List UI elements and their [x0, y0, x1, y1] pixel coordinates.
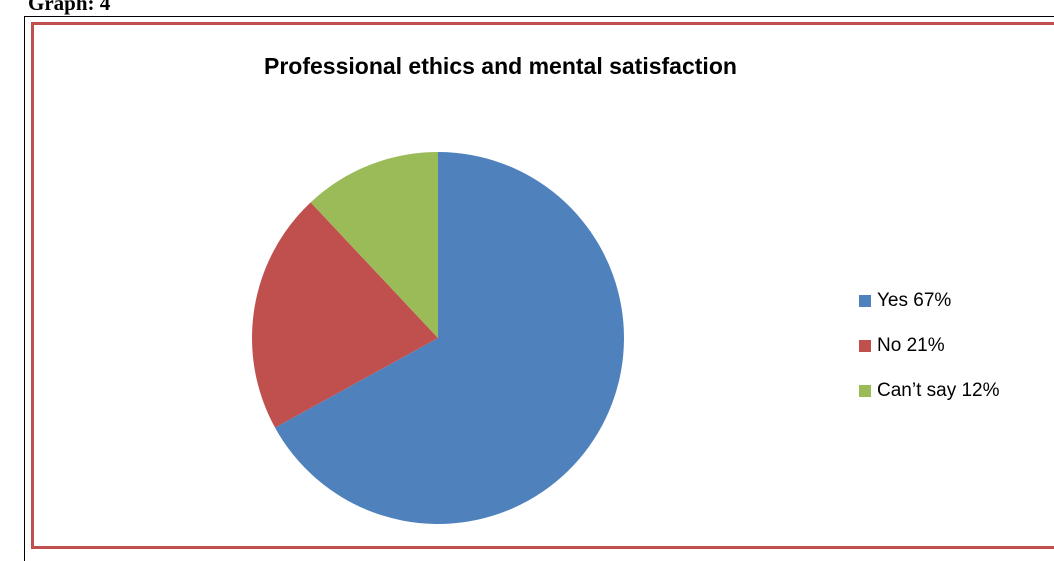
legend-swatch: [859, 384, 871, 397]
legend-swatch: [859, 339, 871, 352]
pie-slice-can-t-say: [310, 152, 438, 338]
page-rule-left: [24, 16, 25, 561]
pie-chart: [251, 152, 625, 524]
pie-slice-yes: [275, 152, 625, 524]
legend-label: No 21%: [877, 334, 945, 356]
legend-label: Yes 67%: [877, 289, 952, 311]
legend-label: Can’t say 12%: [877, 379, 1000, 401]
page-rule-top: [24, 16, 1054, 17]
legend-item: Yes 67%: [859, 278, 1000, 323]
graph-heading: Graph: 4: [28, 0, 111, 15]
legend-item: No 21%: [859, 323, 1000, 368]
pie-slice-no: [251, 202, 438, 428]
chart-frame: Professional ethics and mental satisfact…: [31, 22, 1054, 549]
chart-legend: Yes 67% No 21% Can’t say 12%: [859, 278, 1000, 413]
chart-title: Professional ethics and mental satisfact…: [264, 53, 737, 79]
legend-item: Can’t say 12%: [859, 368, 1000, 413]
legend-swatch: [859, 294, 871, 307]
